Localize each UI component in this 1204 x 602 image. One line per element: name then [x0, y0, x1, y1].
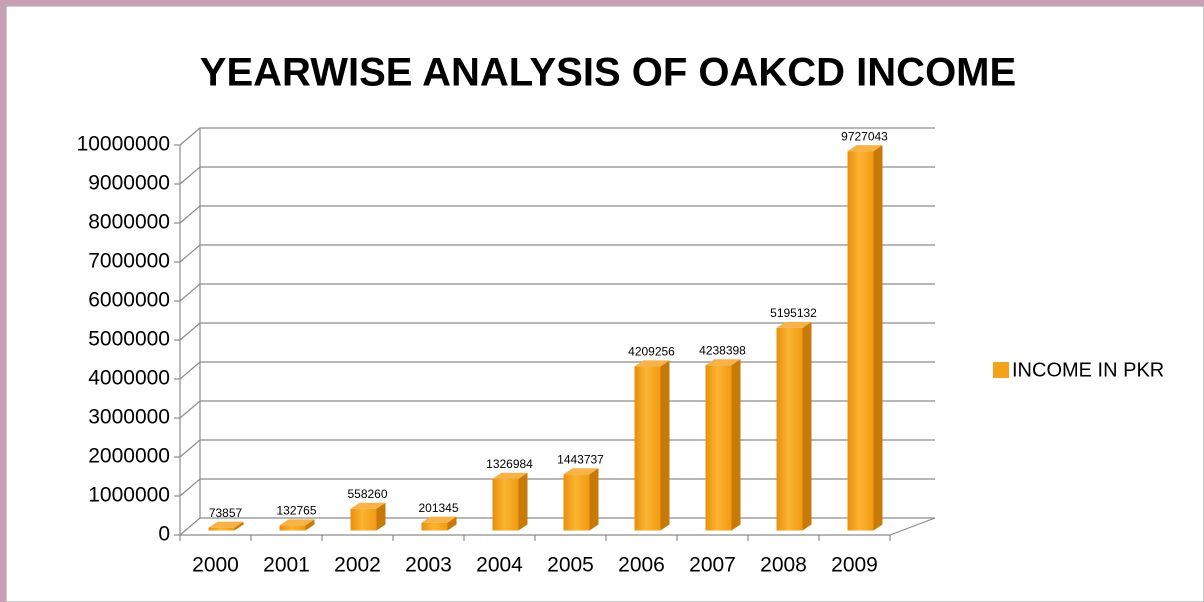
bar-front	[350, 508, 377, 531]
x-tick-label: 2003	[405, 554, 452, 577]
data-label: 558260	[347, 487, 387, 501]
data-label: 4209256	[628, 345, 675, 359]
bar	[847, 145, 883, 531]
x-tick-label: 2005	[547, 554, 594, 577]
bar-top	[776, 321, 812, 328]
bar-front	[421, 522, 448, 531]
chart-title: YEARWISE ANALYSIS OF OAKCD INCOME	[200, 51, 1016, 95]
bar-top	[563, 468, 599, 475]
grid-line	[179, 322, 935, 341]
bar-front	[776, 327, 803, 531]
grid-line	[179, 205, 935, 224]
x-tick-label: 2008	[760, 554, 807, 577]
data-label: 9727043	[841, 129, 888, 143]
y-tick-label: 6000000	[88, 289, 170, 312]
bar	[421, 516, 457, 531]
chart-background	[6, 6, 1204, 602]
bar-side	[518, 472, 528, 531]
data-label: 73857	[209, 506, 243, 520]
bar-side	[376, 502, 386, 531]
y-tick-label: 8000000	[88, 211, 170, 234]
data-label: 5195132	[770, 306, 817, 320]
bar	[279, 519, 315, 531]
y-tick-label: 7000000	[88, 250, 170, 273]
bar-front	[705, 365, 732, 531]
bar-side	[731, 359, 741, 531]
y-tick-label: 5000000	[88, 328, 170, 351]
plot-area: 0 1000000 2000000 3000000 4000000 5000000 6000…	[77, 127, 1164, 577]
x-tick-label: 2004	[476, 554, 523, 577]
bar	[492, 472, 528, 531]
bar	[705, 359, 741, 531]
data-label: 1443737	[557, 452, 604, 466]
grid-line	[179, 127, 935, 146]
x-tick-label: 2002	[334, 554, 381, 577]
bar	[208, 521, 244, 531]
grid-line	[179, 244, 935, 263]
x-tick-label: 2006	[618, 554, 665, 577]
bar-side	[234, 521, 244, 531]
bar-front	[563, 474, 590, 531]
bar-top	[847, 145, 883, 152]
bar	[350, 502, 386, 531]
bar-top	[492, 472, 528, 479]
bar	[563, 468, 599, 531]
y-tick-label: 1000000	[88, 484, 170, 507]
grid-line	[179, 439, 935, 458]
bar	[776, 321, 812, 531]
bar-top	[350, 502, 386, 509]
y-tick-label: 2000000	[88, 445, 170, 468]
bar	[634, 360, 670, 531]
legend-swatch	[993, 362, 1009, 378]
bar-side	[589, 468, 599, 531]
bar-side	[873, 145, 883, 531]
floor-line	[889, 517, 936, 536]
bar-top	[208, 521, 244, 528]
grid-line	[179, 478, 935, 497]
y-tick-label: 4000000	[88, 367, 170, 390]
bar-top	[705, 359, 741, 366]
grid-line	[179, 166, 935, 185]
grid-line	[179, 400, 935, 419]
data-label: 132765	[276, 503, 316, 517]
bar-front	[634, 366, 661, 531]
y-tick-label: 9000000	[88, 172, 170, 195]
bar-side	[660, 360, 670, 531]
bar-top	[634, 360, 670, 367]
data-label: 201345	[418, 501, 458, 515]
y-tick-label: 0	[158, 523, 170, 546]
x-tick-label: 2009	[831, 554, 878, 577]
x-tick-label: 2001	[263, 554, 310, 577]
bar-front	[208, 527, 235, 531]
bar-front	[279, 525, 306, 531]
data-label: 1326984	[486, 457, 533, 471]
grid-line	[179, 361, 935, 380]
x-tick-label: 2007	[689, 554, 736, 577]
chart: YEARWISE ANALYSIS OF OAKCD INCOME 0 10000…	[6, 6, 1204, 602]
x-tick-label: 2000	[192, 554, 239, 577]
bar-front	[492, 478, 519, 531]
bar-side	[305, 519, 315, 531]
bar-top	[421, 516, 457, 523]
legend-label: INCOME IN PKR	[1012, 359, 1164, 381]
y-tick-label: 3000000	[88, 406, 170, 429]
bar-front	[847, 151, 874, 531]
grid-line	[179, 517, 935, 536]
bar-top	[279, 519, 315, 526]
grid-line	[179, 283, 935, 302]
bar-side	[447, 516, 457, 531]
bar-side	[802, 321, 812, 531]
data-label: 4238398	[699, 343, 746, 357]
y-tick-label: 10000000	[77, 133, 170, 156]
